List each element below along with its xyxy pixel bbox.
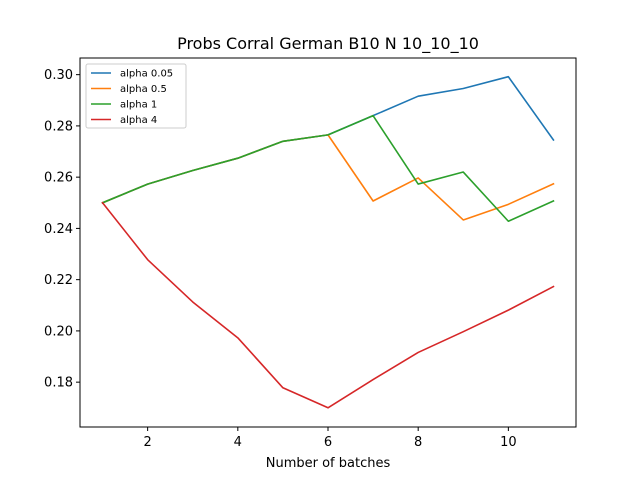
y-tick-label: 0.24 <box>44 222 73 237</box>
y-tick-label: 0.22 <box>44 273 73 288</box>
legend-label-3: alpha 4 <box>120 115 157 126</box>
x-tick-label: 8 <box>414 435 422 450</box>
legend: alpha 0.05 alpha 0.5 alpha 1 alpha 4 <box>85 63 187 129</box>
legend-box <box>85 63 187 129</box>
y-tick-label: 0.30 <box>44 68 73 83</box>
x-tick-label: 4 <box>234 435 242 450</box>
y-tick-label: 0.20 <box>44 324 73 339</box>
x-ticks: 2 4 6 8 10 <box>143 427 517 450</box>
chart-title: Probs Corral German B10 N 10_10_10 <box>177 34 479 54</box>
x-tick-label: 6 <box>324 435 332 450</box>
x-tick-label: 10 <box>500 435 517 450</box>
y-ticks: 0.18 0.20 0.22 0.24 0.26 0.28 0.30 <box>44 68 80 391</box>
legend-label-2: alpha 1 <box>120 100 157 111</box>
y-tick-label: 0.28 <box>44 119 73 134</box>
series-line-2 <box>101 114 555 223</box>
legend-label-1: alpha 0.5 <box>120 84 167 95</box>
series-layer <box>101 75 555 409</box>
x-tick-label: 2 <box>143 435 151 450</box>
y-tick-label: 0.26 <box>44 171 73 186</box>
series-line-3 <box>101 201 555 409</box>
y-tick-label: 0.18 <box>44 376 73 391</box>
legend-label-0: alpha 0.05 <box>120 69 173 80</box>
x-axis-label: Number of batches <box>266 456 391 471</box>
